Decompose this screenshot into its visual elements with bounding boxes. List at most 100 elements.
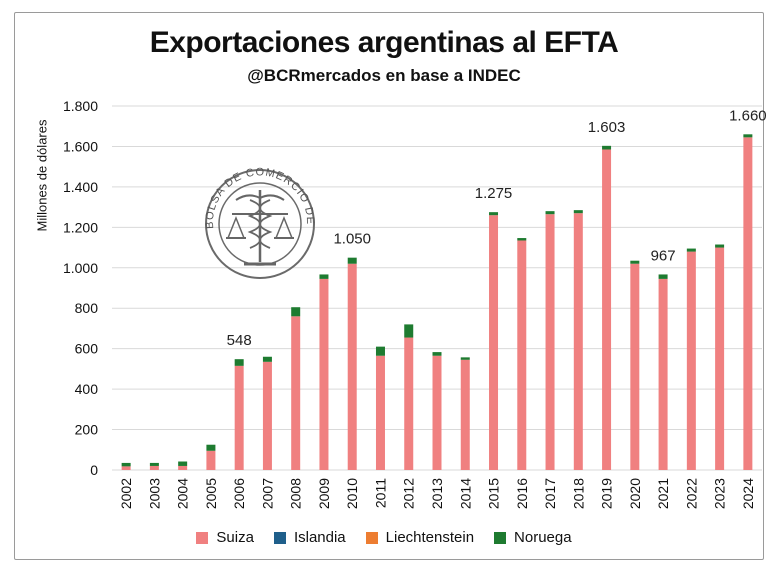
y-tick-label: 800 [75,300,99,316]
y-tick-label: 600 [75,341,99,357]
bar-suiza-2023 [715,247,725,470]
legend: Suiza Islandia Liechtenstein Noruega [0,529,768,546]
bar-noruega-2013 [432,352,442,356]
data-label: 1.275 [475,185,513,202]
legend-item-liechtenstein: Liechtenstein [365,529,475,546]
bar-noruega-2016 [517,238,527,241]
data-label: 548 [227,332,252,349]
x-tick-label: 2011 [372,478,388,508]
bar-noruega-2005 [206,444,216,451]
legend-label-suiza: Suiza [216,529,254,546]
x-tick-label: 2008 [288,478,304,509]
legend-label-noruega: Noruega [514,529,572,546]
x-tick-label: 2017 [542,478,558,509]
bar-noruega-2017 [545,211,555,215]
bar-noruega-2006 [234,359,244,366]
bar-noruega-2011 [375,346,385,356]
bar-noruega-2022 [686,248,696,252]
x-tick-label: 2023 [712,478,728,509]
bars [121,134,753,470]
bar-noruega-2008 [291,307,301,317]
x-tick-label: 2015 [486,478,502,509]
y-tick-label: 1.800 [63,98,98,114]
data-label: 1.603 [588,119,626,136]
legend-swatch-islandia [273,531,286,544]
bar-suiza-2018 [573,213,583,470]
bar-suiza-2005 [206,450,216,470]
x-tick-label: 2013 [429,478,445,509]
y-tick-label: 400 [75,381,99,397]
bar-suiza-2016 [517,240,527,470]
bar-suiza-2021 [658,278,668,470]
legend-item-islandia: Islandia [273,529,346,546]
x-tick-label: 2018 [570,478,586,509]
y-tick-label: 1.600 [63,138,98,154]
legend-swatch-liechtenstein [365,531,378,544]
x-tick-label: 2019 [599,478,615,509]
bar-noruega-2024 [743,134,753,138]
bar-suiza-2010 [347,263,357,470]
chart-subtitle: @BCRmercados en base a INDEC [247,66,521,85]
bar-noruega-2004 [178,461,188,466]
bar-noruega-2002 [121,462,131,467]
bar-noruega-2009 [319,274,329,279]
x-tick-label: 2016 [514,478,530,509]
bar-suiza-2007 [262,361,272,470]
bar-suiza-2014 [460,359,470,470]
x-tick-label: 2004 [175,478,191,509]
x-tick-label: 2020 [627,478,643,509]
bar-suiza-2015 [489,215,499,470]
bar-noruega-2019 [602,145,612,150]
bar-suiza-2019 [602,149,612,470]
bar-suiza-2022 [686,251,696,470]
legend-label-islandia: Islandia [293,529,346,546]
bar-noruega-2010 [347,257,357,264]
bar-suiza-2006 [234,365,244,470]
bar-suiza-2008 [291,316,301,470]
y-tick-label: 1.400 [63,179,98,195]
bar-suiza-2017 [545,214,555,470]
bar-suiza-2012 [404,337,414,470]
legend-label-liechtenstein: Liechtenstein [385,529,475,546]
x-tick-label: 2012 [401,478,417,509]
bar-suiza-2013 [432,355,442,470]
data-label: 1.050 [333,231,371,248]
y-tick-label: 0 [90,462,98,478]
bar-suiza-2004 [178,465,188,470]
chart-border [14,12,764,560]
bar-suiza-2024 [743,137,753,470]
bar-noruega-2021 [658,274,668,279]
x-tick-label: 2006 [231,478,247,509]
legend-item-noruega: Noruega [494,529,572,546]
bar-noruega-2018 [573,210,583,214]
bar-noruega-2007 [262,356,272,362]
data-label: 967 [651,247,676,264]
x-tick-label: 2007 [259,478,275,509]
legend-swatch-suiza [196,531,209,544]
x-tick-label: 2003 [146,478,162,509]
bar-noruega-2014 [460,357,470,360]
x-tick-label: 2022 [683,478,699,509]
bar-noruega-2003 [149,462,159,466]
legend-swatch-noruega [494,531,507,544]
data-labels: 548 1.050 1.275 1.603 967 1.660 [227,107,767,349]
x-tick-label: 2021 [655,478,671,509]
x-tick-label: 2010 [344,478,360,509]
x-tick-label: 2005 [203,478,219,509]
y-tick-label: 1.000 [63,260,98,276]
legend-item-suiza: Suiza [196,529,254,546]
x-tick-label: 2014 [457,478,473,509]
x-tick-labels: 2002 2003 2004 2005 2006 2007 2008 2009 2010 2011… [118,478,756,509]
bar-noruega-2020 [630,260,640,264]
bar-noruega-2023 [715,244,725,248]
bar-suiza-2009 [319,278,329,470]
bar-suiza-2003 [149,465,159,470]
y-tick-label: 200 [75,422,99,438]
bar-noruega-2015 [489,212,499,216]
bar-suiza-2011 [375,355,385,470]
chart-title: Exportaciones argentinas al EFTA [149,26,619,59]
bar-noruega-2012 [404,324,414,338]
x-tick-label: 2009 [316,478,332,509]
